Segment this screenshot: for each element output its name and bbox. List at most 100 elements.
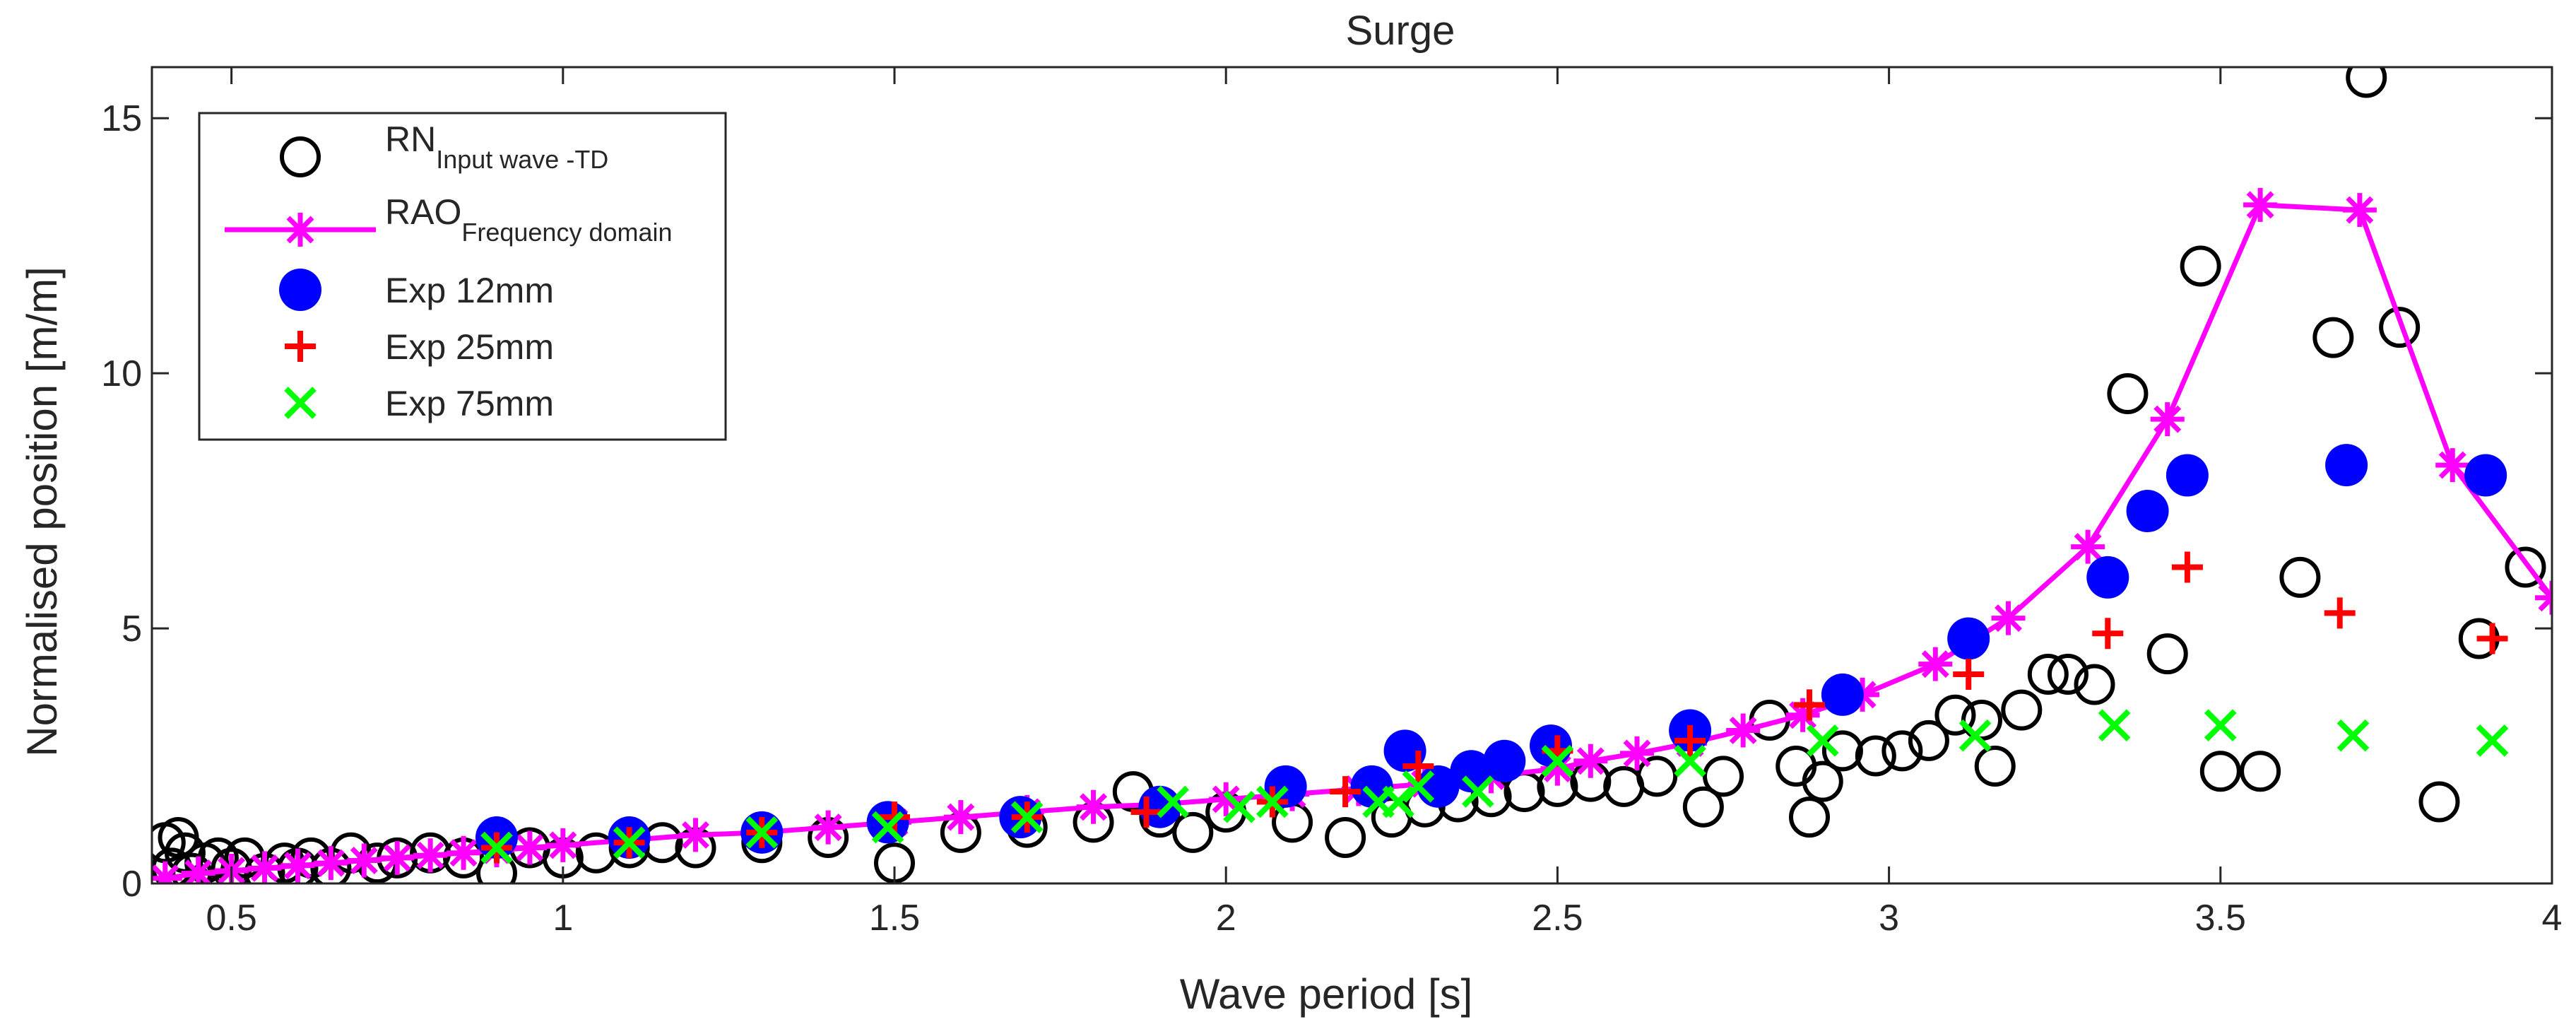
y-tick-label: 5 [122, 609, 142, 650]
exp-75mm-point [2476, 724, 2509, 757]
x-tick-label: 3.5 [2195, 898, 2246, 939]
exp-25mm-point [2171, 551, 2203, 583]
rn-point [2199, 751, 2241, 792]
rn-point [2001, 689, 2043, 731]
exp-12mm-point [2166, 454, 2209, 497]
exp-25mm-point [1130, 796, 1162, 828]
x-tick-label: 1 [553, 898, 573, 939]
rao-point [2243, 187, 2278, 222]
exp-75mm-point [613, 826, 646, 859]
exp-12mm-point [2126, 490, 2169, 533]
rao-point [247, 851, 282, 883]
plot-area [152, 67, 2552, 883]
legend-rao-subscript: Frequency domain [461, 218, 672, 247]
rn-point [2146, 633, 2188, 675]
legend-entry-exp12: Exp 12mm [279, 269, 554, 311]
rn-point [2346, 67, 2387, 98]
rao-point [2071, 529, 2105, 564]
exp-75mm-point [1541, 744, 1574, 777]
legend-exp75-marker [284, 387, 317, 419]
rao-point [1540, 751, 1575, 786]
rn-point [2505, 546, 2546, 588]
exp-75mm-point [871, 811, 904, 844]
axes: 0.5 1 1.5 2 2.5 3 3.5 4 0 5 10 15 [101, 66, 2563, 939]
series-exp75 [480, 709, 2509, 864]
exp-75mm-point [1806, 724, 1839, 757]
rao-point [512, 830, 547, 865]
exp-75mm-point [480, 831, 513, 864]
rn-point [2418, 781, 2460, 823]
exp-12mm-point [866, 801, 909, 844]
exp-12mm-point [2464, 454, 2507, 497]
rn-point [1172, 811, 1214, 853]
legend-rao-marker [283, 213, 317, 247]
rao-point [943, 800, 978, 835]
rn-point [2074, 664, 2115, 705]
exp-75mm-point [1958, 719, 1992, 752]
y-tick-label: 0 [122, 864, 142, 905]
rn-point [2107, 373, 2149, 414]
rao-point [347, 843, 382, 878]
x-tick-label: 1.5 [869, 898, 920, 939]
legend-rn-subscript: Input wave -TD [436, 145, 608, 174]
rao-point [2435, 448, 2470, 483]
exp-12mm-point [2325, 444, 2368, 487]
rn-point [2027, 654, 2069, 695]
rao-point [1726, 713, 1761, 748]
rn-point [2312, 317, 2354, 358]
exp-75mm-point [2336, 719, 2370, 752]
legend-exp12-marker [279, 269, 321, 311]
rao-point [152, 861, 182, 883]
y-axis-title: Normalised position [m/m] [18, 266, 66, 757]
rn-point [2047, 654, 2088, 695]
legend-entry-rn: RNInput wave -TD [280, 119, 608, 177]
exp-75mm-point [1382, 785, 1415, 818]
legend-entry-exp25: Exp 25mm [285, 327, 554, 367]
exp-75mm-point [1402, 770, 1435, 803]
rn-point [1881, 730, 1923, 772]
rn-point [1908, 719, 1949, 761]
exp-25mm-point [2092, 618, 2124, 650]
rao-point [1620, 736, 1655, 770]
rn-point [2279, 556, 2321, 598]
exp-12mm-point [1821, 673, 1864, 716]
x-tick-label: 4 [2542, 898, 2563, 939]
exp-75mm-point [2098, 709, 2131, 742]
rn-point [2379, 307, 2421, 348]
exp-75mm-point [1461, 775, 1494, 808]
legend: RNInput wave -TD RAOFrequency domain Exp 1… [198, 112, 727, 441]
exp-12mm-point [1483, 739, 1526, 782]
rao-point [314, 846, 348, 881]
exp-75mm-point [1010, 801, 1044, 833]
exp-75mm-point [1674, 744, 1706, 777]
rao-point [678, 818, 713, 852]
rao-point [1918, 647, 1953, 681]
legend-exp25-label: Exp 25mm [385, 327, 554, 367]
rn-point [1821, 730, 1863, 772]
rao-point [380, 840, 415, 875]
exp-12mm-point [1947, 617, 1990, 660]
y-tick-label: 10 [101, 353, 142, 394]
legend-exp12-label: Exp 12mm [385, 271, 554, 310]
plot-data [152, 67, 2552, 883]
rn-point [1682, 786, 1724, 828]
rao-point [1991, 601, 2026, 635]
exp-25mm-point [1674, 724, 1706, 756]
legend-exp25-marker [285, 331, 316, 362]
legend-rn-label: RNInput wave -TD [385, 119, 608, 174]
chart-title: Surge [1346, 8, 1455, 54]
exp-75mm-point [1223, 790, 1255, 823]
exp-75mm-point [1256, 785, 1289, 818]
rn-point [1802, 760, 1843, 802]
exp-75mm-point [1157, 785, 1189, 818]
exp-75mm-point [2204, 709, 2237, 742]
rn-point [575, 832, 617, 874]
exp-12mm-point [1530, 724, 1573, 768]
rao-point [1785, 698, 1820, 732]
exp-12mm-point [2086, 556, 2129, 599]
x-axis-title: Wave period [s] [1180, 970, 1473, 1018]
x-tick-label: 2 [1216, 898, 1236, 939]
x-tick-label: 0.5 [206, 898, 256, 939]
y-tick-label: 15 [101, 98, 142, 139]
